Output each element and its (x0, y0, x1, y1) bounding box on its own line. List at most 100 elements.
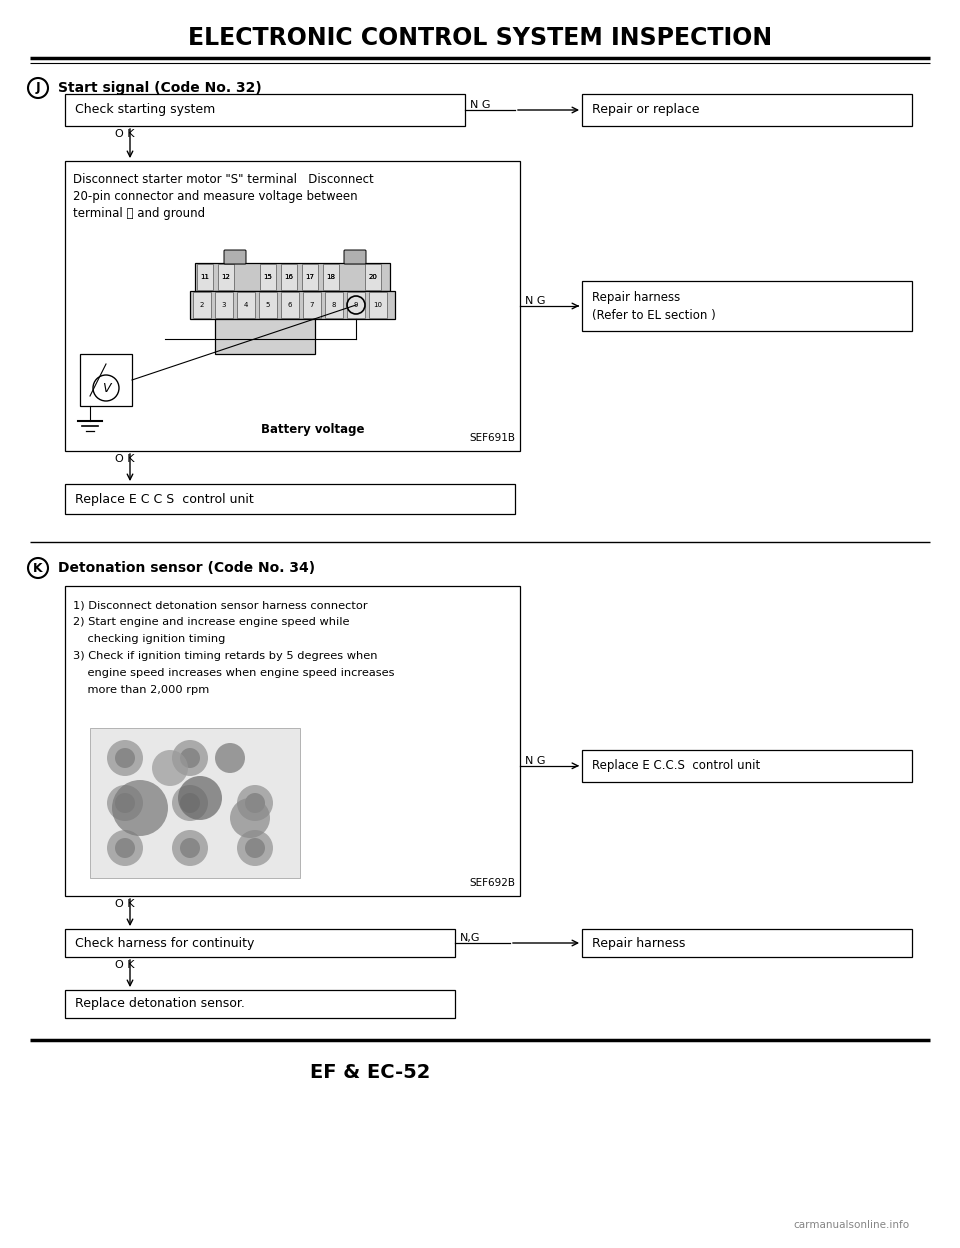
Circle shape (107, 740, 143, 776)
Text: O K: O K (115, 129, 134, 139)
Circle shape (215, 743, 245, 773)
Bar (195, 263, 390, 291)
Circle shape (237, 830, 273, 866)
Text: V: V (102, 382, 110, 394)
Bar (325, 292, 343, 318)
Text: 16: 16 (284, 275, 294, 280)
Text: 4: 4 (244, 302, 249, 308)
Circle shape (178, 776, 222, 820)
Circle shape (107, 785, 143, 821)
Text: 2) Start engine and increase engine speed while: 2) Start engine and increase engine spee… (73, 617, 349, 626)
Bar (582, 281, 912, 331)
Text: 15: 15 (264, 275, 273, 280)
Bar (237, 292, 255, 318)
Text: N G: N G (525, 296, 545, 306)
Circle shape (115, 748, 135, 768)
Text: 18: 18 (326, 275, 335, 280)
Text: O K: O K (115, 454, 134, 464)
Text: O K: O K (115, 960, 134, 970)
Text: 18: 18 (326, 275, 335, 280)
Text: (Refer to EL section ): (Refer to EL section ) (592, 310, 716, 322)
Circle shape (172, 740, 208, 776)
Bar (193, 292, 211, 318)
Text: Replace E C.C.S  control unit: Replace E C.C.S control unit (592, 759, 760, 773)
Text: Repair harness: Repair harness (592, 292, 681, 305)
Circle shape (152, 750, 188, 786)
Text: 7: 7 (310, 302, 314, 308)
Circle shape (115, 792, 135, 812)
Text: Battery voltage: Battery voltage (261, 423, 364, 436)
Text: Start signal (Code No. 32): Start signal (Code No. 32) (58, 81, 262, 95)
Text: 15: 15 (264, 275, 273, 280)
Text: N,G: N,G (460, 934, 481, 943)
Circle shape (172, 830, 208, 866)
Text: Check starting system: Check starting system (75, 104, 215, 116)
Bar (80, 354, 132, 406)
Bar (302, 265, 318, 290)
Text: Disconnect starter motor "S" terminal   Disconnect: Disconnect starter motor "S" terminal Di… (73, 173, 373, 186)
Bar (582, 750, 912, 781)
Bar (260, 265, 276, 290)
Bar (365, 265, 381, 290)
Text: terminal ⓘ and ground: terminal ⓘ and ground (73, 207, 205, 220)
Bar (369, 292, 387, 318)
Text: N G: N G (470, 100, 491, 110)
Text: SEF691B: SEF691B (469, 433, 515, 443)
Text: K: K (34, 562, 43, 574)
Text: Repair harness: Repair harness (592, 936, 685, 950)
Bar (65, 484, 515, 514)
FancyBboxPatch shape (344, 250, 366, 265)
Bar (582, 94, 912, 126)
Bar (65, 587, 520, 896)
Text: 16: 16 (284, 275, 294, 280)
Circle shape (180, 748, 200, 768)
Text: Check harness for continuity: Check harness for continuity (75, 936, 254, 950)
Text: more than 2,000 rpm: more than 2,000 rpm (73, 685, 209, 695)
Bar (303, 292, 321, 318)
Bar (215, 292, 233, 318)
Text: 9: 9 (353, 302, 358, 308)
Circle shape (245, 792, 265, 812)
Text: Replace E C C S  control unit: Replace E C C S control unit (75, 493, 253, 505)
Text: 20-pin connector and measure voltage between: 20-pin connector and measure voltage bet… (73, 190, 358, 203)
Text: 17: 17 (305, 275, 315, 280)
Text: 10: 10 (373, 302, 382, 308)
Circle shape (245, 837, 265, 859)
Text: 8: 8 (332, 302, 336, 308)
Circle shape (115, 837, 135, 859)
Text: engine speed increases when engine speed increases: engine speed increases when engine speed… (73, 668, 395, 678)
Text: Repair or replace: Repair or replace (592, 104, 700, 116)
Text: 12: 12 (222, 275, 230, 280)
Circle shape (172, 785, 208, 821)
Bar (90, 728, 300, 879)
Bar (215, 319, 315, 354)
Bar (65, 990, 455, 1018)
Bar (190, 291, 395, 319)
Text: 2: 2 (200, 302, 204, 308)
Bar (65, 161, 520, 451)
Circle shape (237, 785, 273, 821)
Bar (582, 929, 912, 957)
Text: N G: N G (525, 756, 545, 766)
Text: 3: 3 (222, 302, 227, 308)
Text: 5: 5 (266, 302, 270, 308)
Text: 12: 12 (222, 275, 230, 280)
Bar (218, 265, 234, 290)
Text: 20: 20 (369, 275, 377, 280)
Circle shape (180, 837, 200, 859)
Text: 17: 17 (305, 275, 315, 280)
Text: SEF692B: SEF692B (469, 879, 515, 889)
Bar (65, 94, 465, 126)
Circle shape (180, 792, 200, 812)
Text: J: J (36, 81, 40, 95)
Bar (281, 292, 299, 318)
Text: Replace detonation sensor.: Replace detonation sensor. (75, 997, 245, 1011)
Bar (323, 265, 339, 290)
Text: carmanualsonline.info: carmanualsonline.info (794, 1221, 910, 1231)
FancyBboxPatch shape (224, 250, 246, 265)
Circle shape (107, 830, 143, 866)
Bar (347, 292, 365, 318)
Text: EF & EC-52: EF & EC-52 (310, 1062, 430, 1082)
Text: O K: O K (115, 899, 134, 909)
Text: Detonation sensor (Code No. 34): Detonation sensor (Code No. 34) (58, 562, 315, 575)
